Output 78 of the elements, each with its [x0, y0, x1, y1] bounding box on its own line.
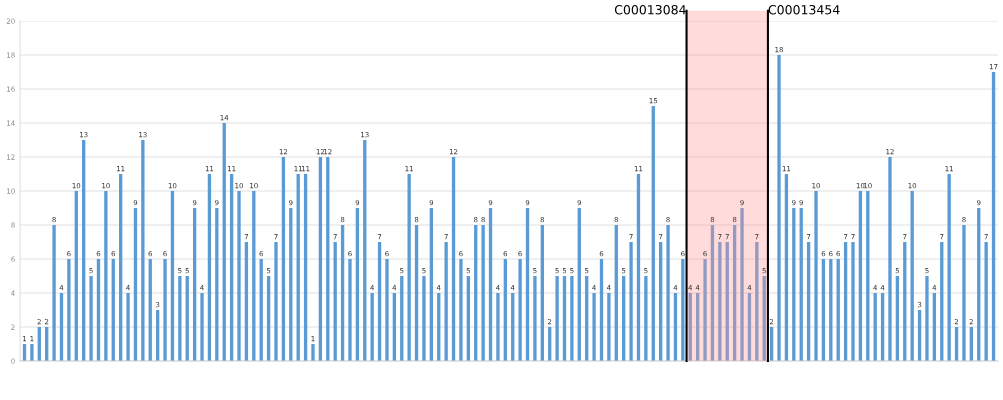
bar [119, 174, 123, 361]
bar [274, 242, 278, 361]
bar [947, 174, 951, 361]
bar [318, 157, 323, 361]
bar [296, 174, 300, 361]
bar [481, 225, 485, 361]
bar [311, 344, 315, 361]
bar [851, 242, 855, 361]
bar [910, 191, 914, 361]
bar [533, 276, 537, 361]
bar [866, 191, 870, 361]
bar [52, 225, 56, 361]
bar [666, 225, 670, 361]
text: C00013084 [614, 4, 686, 15]
bar [718, 242, 722, 361]
bar [252, 191, 256, 361]
bar [133, 208, 138, 361]
bar [459, 259, 463, 361]
text: C00013454 [768, 4, 840, 15]
bar [570, 276, 574, 361]
bar [740, 208, 744, 361]
bar [215, 208, 219, 361]
bar [858, 191, 863, 361]
bar [525, 208, 530, 361]
bar [82, 140, 86, 361]
bar [74, 191, 78, 361]
bar [422, 276, 426, 361]
bar [644, 276, 648, 361]
bar [363, 140, 367, 361]
bar [925, 276, 929, 361]
bar [777, 55, 781, 361]
bar [577, 208, 581, 361]
bar [636, 174, 641, 361]
bar [104, 191, 108, 361]
bar [200, 293, 204, 361]
bar [89, 276, 93, 361]
bar [326, 157, 330, 361]
bar [555, 276, 559, 361]
bar [888, 157, 892, 361]
bar [385, 259, 389, 361]
bar [429, 208, 434, 361]
bar [67, 259, 71, 361]
bar [962, 225, 966, 361]
bar [703, 259, 707, 361]
bar [592, 293, 596, 361]
bar [222, 123, 226, 361]
bar [170, 191, 175, 361]
bar [496, 293, 500, 361]
bar [348, 259, 352, 361]
bar [991, 72, 996, 361]
bar [407, 174, 411, 361]
bar [984, 242, 988, 361]
bar [451, 157, 456, 361]
bar [814, 191, 818, 361]
bar [488, 208, 493, 361]
bar [303, 174, 308, 361]
bar [178, 276, 182, 361]
bar [355, 208, 360, 361]
bar [281, 157, 286, 361]
bar [444, 242, 448, 361]
bar [784, 174, 789, 361]
bar [651, 106, 655, 361]
bar [192, 208, 197, 361]
bar [163, 259, 167, 361]
bar [237, 191, 241, 361]
bar [518, 259, 522, 361]
bar [607, 293, 611, 361]
bar [289, 208, 293, 361]
bar [30, 344, 34, 361]
bar [126, 293, 130, 361]
bar [141, 140, 145, 361]
bar [207, 174, 212, 361]
bar [681, 259, 685, 361]
bar [792, 208, 796, 361]
bar [977, 208, 981, 361]
bar [229, 174, 234, 361]
bar [629, 242, 633, 361]
bar [799, 208, 803, 361]
